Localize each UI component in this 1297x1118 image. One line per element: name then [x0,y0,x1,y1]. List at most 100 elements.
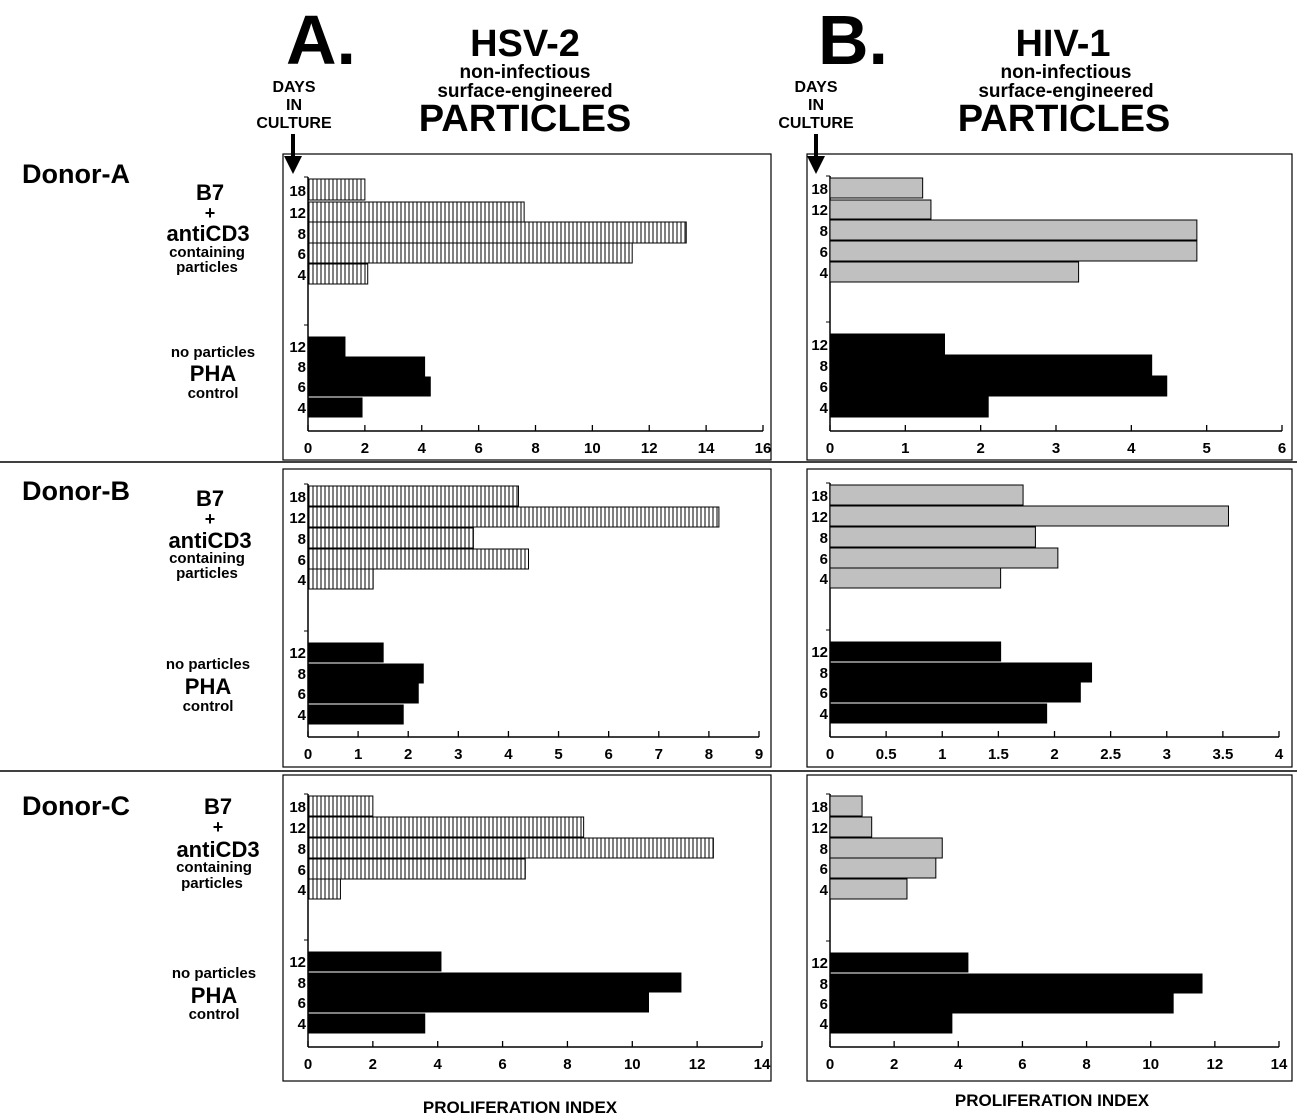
x-tick-label: 2 [369,1056,377,1073]
particle-bar [829,177,924,199]
chart-frame [806,468,1293,768]
particle-bar [829,837,943,859]
day-label: 4 [298,1016,307,1033]
panel-b-header: B. HIV-1 non-infectious surface-engineer… [778,1,1170,174]
group2-line-2: PHA [191,983,238,1008]
day-label: 12 [811,644,828,661]
particle-bar [829,547,1059,569]
day-label: 6 [820,379,828,396]
group1-line-3: antiCD3 [168,528,251,553]
pha-bar [829,662,1093,683]
day-label: 6 [820,685,828,702]
x-tick-label: 12 [641,440,658,457]
particle-bar [829,878,908,900]
x-tick-label: 0 [826,440,834,457]
group2-line-1: no particles [171,344,255,361]
x-tick-label: 2 [976,440,984,457]
day-label: 8 [820,665,828,682]
particle-bar [307,178,366,201]
x-tick-label: 1.5 [988,746,1009,763]
x-tick-label: 3 [1052,440,1060,457]
group1-line-5: particles [181,875,243,892]
x-tick-label: 0 [304,1056,312,1073]
day-label: 12 [289,954,306,971]
day-label: 12 [289,645,306,662]
chart-frame [282,774,772,1082]
group1-line-2: + [205,509,216,529]
x-tick-label: 8 [531,440,539,457]
x-tick-label: 8 [563,1056,571,1073]
day-label: 4 [820,1016,829,1033]
pha-bar [829,396,989,418]
day-label: 6 [298,686,306,703]
row-labels-donor-c: Donor-C B7 + antiCD3 containing particle… [22,791,260,1023]
x-tick-label: 16 [755,440,772,457]
pha-bar [307,972,682,993]
pha-bar [307,951,442,972]
particle-bar [307,485,519,507]
pha-bar [829,993,1174,1014]
particle-bar [307,242,633,264]
panel-a-days-1: DAYS [273,79,316,96]
particle-bar [307,837,714,859]
panel-a-days-2: IN [286,97,302,114]
panel-b-subtitle-1: non-infectious [1001,62,1132,83]
particle-bar [307,527,474,549]
pha-bar [829,333,946,355]
group2-line-1: no particles [166,656,250,673]
day-label: 6 [298,379,306,396]
x-tick-label: 3.5 [1212,746,1233,763]
pha-bar [307,642,384,663]
day-label: 8 [298,531,306,548]
day-label: 8 [298,975,306,992]
x-tick-label: 0 [826,1056,834,1073]
group2-line-1: no particles [172,965,256,982]
x-tick-label: 10 [624,1056,641,1073]
pha-bar [307,1013,426,1034]
x-tick-label: 10 [584,440,601,457]
day-label: 4 [298,707,307,724]
day-label: 8 [298,359,306,376]
particle-bar [829,795,863,817]
panel-b-letter: B. [818,1,888,79]
day-label: 4 [820,400,829,417]
day-label: 8 [820,223,828,240]
x-tick-label: 12 [689,1056,706,1073]
day-label: 12 [811,202,828,219]
xlabel-panel-a: PROLIFERATION INDEX [423,1098,618,1117]
xlabel-panel-b: PROLIFERATION INDEX [955,1091,1150,1110]
chart-a-donor-a: 0 2 4 6 8 10 12 14 16 18 12 8 6 4 12 8 6 4 [282,153,772,461]
day-label: 4 [298,572,307,589]
group1-line-3: antiCD3 [166,221,249,246]
group2-line-3: control [189,1006,240,1023]
particle-bar [829,857,937,879]
x-tick-label: 0.5 [876,746,897,763]
day-label: 4 [298,400,307,417]
x-tick-label: 4 [434,1056,443,1073]
day-label: 12 [289,339,306,356]
pha-bar [307,356,426,377]
x-tick-label: 14 [1271,1056,1288,1073]
x-tick-label: 12 [1207,1056,1224,1073]
particle-bar [829,526,1036,548]
group1-line-4: containing [169,550,245,567]
particle-bar [829,240,1198,262]
day-label: 12 [289,205,306,222]
x-tick-label: 0 [826,746,834,763]
chart-a-donor-c: 0 2 4 6 8 10 12 14 18 12 8 6 4 12 8 6 4 [282,774,772,1082]
panel-a-particles: PARTICLES [419,98,632,140]
particle-bar [307,816,585,838]
day-label: 12 [811,955,828,972]
day-label: 8 [820,841,828,858]
chart-b-donor-b: 0 0.5 1 1.5 2 2.5 3 3.5 4 18 12 8 6 4 12 8 6 4 [806,468,1293,768]
day-label: 18 [811,181,828,198]
x-tick-label: 5 [554,746,562,763]
day-label: 8 [820,358,828,375]
group1-line-4: containing [169,244,245,261]
particle-bar [307,878,341,900]
x-tick-label: 2.5 [1100,746,1121,763]
day-label: 12 [811,337,828,354]
